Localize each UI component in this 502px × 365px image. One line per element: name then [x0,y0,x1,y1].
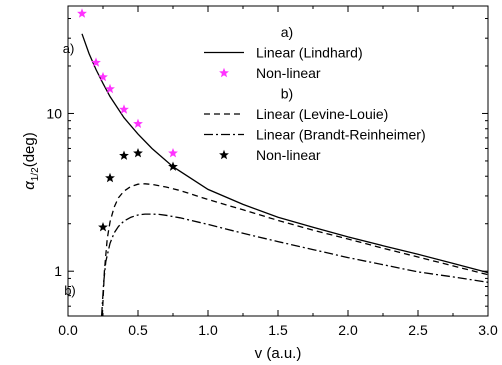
series-a-nonlinear-star [98,71,108,82]
y-tick-label: 10 [46,105,62,121]
curve-annotation: b) [64,283,76,298]
y-tick-label: 1 [54,263,62,279]
y-axis-title-unit: (deg) [21,132,38,167]
series-line-linear-lindhard [81,33,489,274]
x-tick-label: 0.5 [128,322,148,338]
series-b-nonlinear-star [98,222,108,232]
series-a-nonlinear-star [133,118,143,128]
plot-series [77,8,489,317]
axis-ticks: 0.0 0.5 1.0 1.5 2.0 2.5 3.0 1 10 [46,6,498,338]
legend-group-heading: a) [281,24,293,40]
series-b-nonlinear-star [105,172,115,183]
x-axis-title: v (a.u.) [255,345,302,362]
svg-text:α1/2(deg): α1/2(deg) [21,132,41,190]
series-b-nonlinear-star [168,161,178,171]
series-b-nonlinear-star [133,148,143,158]
x-tick-label: 0.0 [58,322,78,338]
x-tick-label: 2.0 [338,322,358,338]
legend-entry-label: Non-linear [256,147,321,163]
legend-entry-label: Linear (Lindhard) [256,45,363,61]
legend-star-marker [219,149,229,160]
series-a-nonlinear-star [105,83,115,94]
y-axis-title-symbol: α [21,181,38,190]
curve-annotation: a) [63,41,75,56]
legend-star-marker [219,67,229,78]
legend: a) Linear (Lindhard) Non-linear b) Linear (L… [204,24,426,163]
y-axis-title-subscript: 1/2 [30,167,41,181]
series-b-nonlinear-star [119,150,129,160]
x-tick-label: 1.5 [268,322,288,338]
legend-entry-label: Linear (Brandt-Reinheimer) [256,127,426,143]
series-a-nonlinear-star [119,104,129,114]
series-line-linear-brandt-reinheimer [100,213,489,317]
x-tick-label: 3.0 [478,322,498,338]
series-line-linear-levine-louie [101,183,489,317]
x-tick-label: 2.5 [408,322,428,338]
legend-entry-label: Non-linear [256,65,321,81]
legend-group-heading: b) [281,86,293,102]
y-axis-title: α1/2(deg) [21,132,41,190]
series-a-nonlinear-star [77,8,87,18]
legend-entry-label: Linear (Levine-Louie) [256,106,388,122]
x-tick-label: 1.0 [198,322,218,338]
plot-annotations: a) b) [63,41,76,298]
series-a-nonlinear-star [91,57,101,67]
series-a-nonlinear-star [168,148,178,158]
